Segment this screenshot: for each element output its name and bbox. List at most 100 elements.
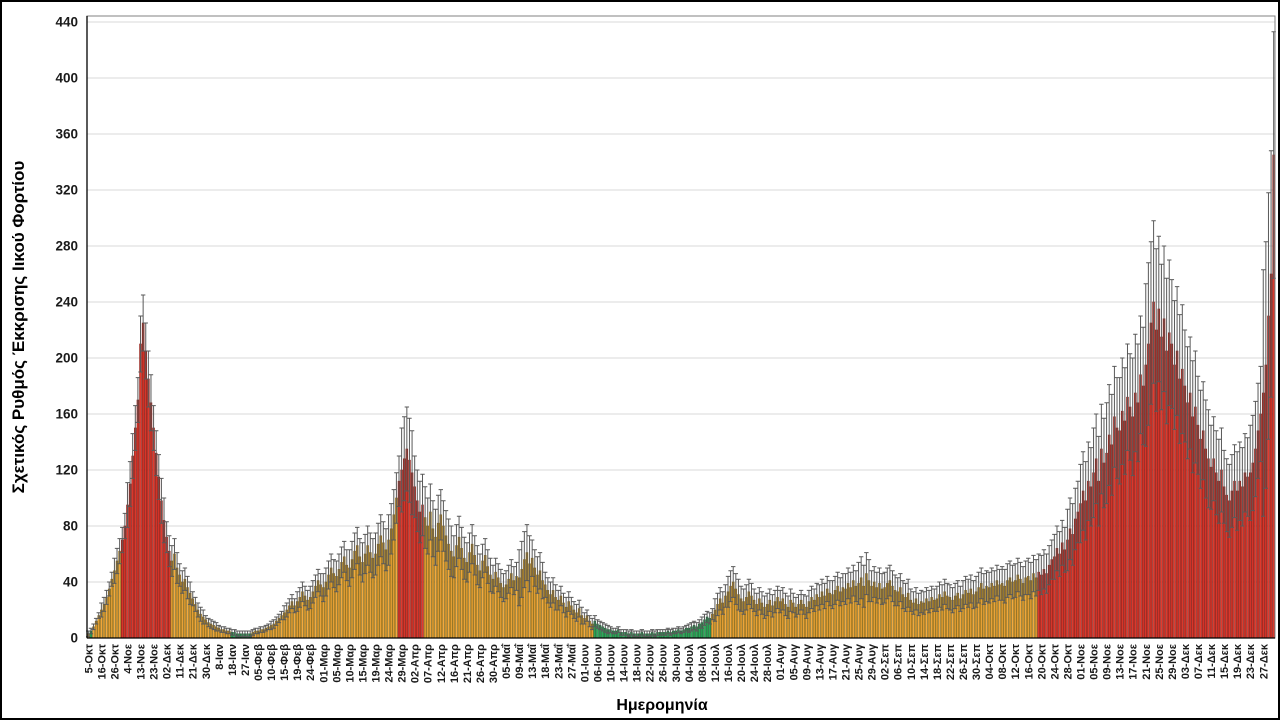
x-tick-label: 23-Νοε (149, 643, 161, 680)
gridlines (87, 21, 1275, 583)
x-tick-label: 12-Απρ (436, 644, 448, 683)
y-tick-label: 360 (55, 127, 78, 142)
x-tick-label: 18-Ιαν (227, 644, 239, 676)
x-tick-label: 12-Ιουλ (710, 644, 722, 682)
x-tick-label: 06-Σεπ (893, 643, 905, 680)
x-tick-label: 15-Μαρ (358, 644, 370, 683)
x-tick-label: 21-Νοε (1141, 643, 1153, 680)
bar (152, 427, 155, 639)
x-tick-label: 13-Νοε (136, 643, 148, 680)
x-tick-label: 14-Σεπ (919, 643, 931, 680)
bar (157, 476, 161, 639)
x-tick-label: 20-Οκτ (1036, 644, 1048, 680)
bar (147, 378, 150, 639)
y-tick-label: 80 (63, 519, 78, 534)
x-tick-label: 30-Απρ (488, 644, 500, 683)
x-tick-label: 05-Νοε (1089, 643, 1101, 680)
y-tick-label: 40 (63, 575, 78, 590)
x-axis-tick-labels: 5-Οκτ 16-Οκτ 26-Οκτ 4-Νοε 13-Νοε 23-Νοε 02-Δεκ… (83, 643, 1270, 683)
x-tick-label: 21-Απρ (462, 644, 474, 683)
bar (141, 322, 145, 639)
x-tick-label: 18-Μαΐ (540, 643, 552, 679)
y-tick-label: 160 (55, 407, 78, 422)
x-tick-label: 26-Σεπ (958, 643, 970, 680)
x-tick-label: 13-Νοε (1115, 643, 1127, 680)
x-tick-label: 09-Νοε (1102, 643, 1114, 680)
x-tick-label: 23-Μαΐ (553, 643, 565, 679)
x-tick-label: 07-Δεκ (1193, 643, 1205, 679)
x-tick-label: 05-Φεβ (253, 644, 265, 681)
x-tick-label: 11-Δεκ (1206, 643, 1218, 678)
y-tick-label: 120 (55, 463, 78, 478)
y-axis-title: Σχετικός Ρυθμός Έκκρισης Ιικού Φορτίου (9, 161, 28, 494)
x-tick-label: 20-Ιουλ (736, 644, 748, 682)
x-tick-label: 01-Ιουν (579, 644, 591, 682)
x-tick-label: 14-Ιουν (619, 644, 631, 682)
x-tick-label: 27-Ιαν (240, 644, 252, 676)
x-tick-label: 26-Απρ (475, 644, 487, 683)
x-tick-label: 16-Απρ (449, 644, 461, 683)
x-tick-label: 25-Αυγ (854, 643, 866, 680)
x-tick-label: 29-Μαρ (397, 644, 409, 683)
x-tick-label: 18-Σεπ (932, 643, 944, 680)
error-bars-group (86, 31, 1276, 638)
x-tick-label: 19-Φεβ (292, 644, 304, 681)
x-tick-label: 10-Ιουν (606, 644, 618, 682)
bar (110, 578, 114, 639)
bar (134, 427, 137, 639)
x-tick-label: 24-Φεβ (305, 644, 317, 681)
x-tick-label: 27-Μαΐ (566, 643, 578, 679)
x-tick-label: 08-Ιουλ (697, 644, 709, 682)
x-tick-label: 16-Οκτ (96, 644, 108, 680)
x-tick-label: 01-Μαρ (318, 644, 330, 683)
x-tick-label: 24-Μαρ (384, 644, 396, 683)
x-tick-label: 01-Νοε (1076, 643, 1088, 680)
x-tick-label: 17-Αυγ (827, 643, 839, 680)
x-tick-label: 22-Σεπ (945, 643, 957, 680)
x-tick-label: 09-Μαΐ (514, 643, 526, 679)
x-tick-label: 26-Ιουν (658, 644, 670, 682)
x-tick-label: 30-Σεπ (971, 643, 983, 680)
y-tick-label: 440 (55, 15, 78, 30)
x-tick-label: 01-Αυγ (775, 643, 787, 680)
x-tick-label: 12-Οκτ (1010, 644, 1022, 680)
x-tick-label: 19-Δεκ (1232, 643, 1244, 679)
x-tick-label: 13-Αυγ (814, 643, 826, 680)
x-tick-label: 22-Ιουν (645, 644, 657, 682)
x-tick-label: 8-Ιαν (214, 644, 226, 670)
x-tick-label: 18-Ιουν (632, 644, 644, 682)
x-tick-label: 16-Οκτ (1023, 644, 1035, 680)
x-tick-label: 30-Δεκ (201, 643, 213, 679)
bar (136, 399, 140, 639)
bars-group (87, 154, 1275, 639)
x-tick-label: 29-Αυγ (867, 643, 879, 680)
x-tick-label: 5-Οκτ (83, 644, 95, 673)
bar (97, 615, 100, 639)
y-tick-label: 0 (70, 631, 78, 646)
x-tick-label: 30-Ιουν (671, 644, 683, 682)
y-tick-label: 240 (55, 295, 78, 310)
error-bars (86, 31, 1276, 638)
x-axis-title: Ημερομηνία (616, 697, 708, 714)
x-tick-label: 15-Δεκ (1219, 643, 1231, 679)
bar (139, 343, 142, 639)
x-tick-label: 25-Νοε (1154, 643, 1166, 680)
x-tick-label: 29-Νοε (1167, 643, 1179, 680)
x-tick-label: 03-Δεκ (1180, 643, 1192, 679)
x-tick-label: 28-Ιουλ (762, 644, 774, 682)
x-tick-label: 24-Οκτ (1049, 644, 1061, 680)
bar (131, 455, 134, 639)
x-tick-label: 08-Οκτ (997, 644, 1009, 680)
x-tick-label: 06-Ιουν (592, 644, 604, 682)
y-axis-tick-labels: 0 40 80 120 160 200 240 280 320 360 400 440 (55, 15, 78, 646)
x-tick-label: 13-Μαΐ (527, 643, 539, 679)
x-tick-label: 07-Απρ (423, 644, 435, 683)
x-tick-label: 09-Αυγ (801, 643, 813, 680)
x-tick-label: 10-Φεβ (266, 644, 278, 681)
bar (149, 402, 153, 639)
x-tick-label: 27-Δεκ (1258, 643, 1270, 679)
bar (123, 525, 127, 639)
bar (144, 350, 147, 639)
